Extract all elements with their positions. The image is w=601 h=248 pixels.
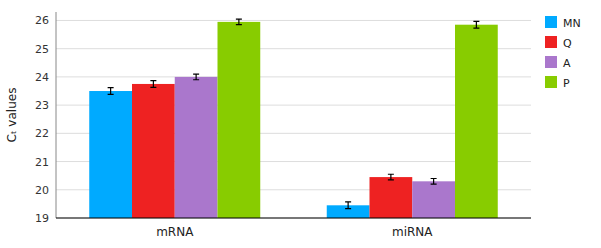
bar — [132, 84, 175, 218]
x-axis-line — [56, 217, 531, 218]
y-tick-label: 21 — [35, 156, 49, 169]
x-tick-label: miRNA — [392, 225, 433, 239]
error-bar — [431, 178, 437, 184]
grid-line — [56, 218, 531, 219]
bar — [455, 25, 498, 218]
legend-swatch — [545, 76, 557, 88]
chart: 19 20 21 22 23 24 25 26 Cₜ values mRNA miRNA MN QAP — [0, 0, 601, 248]
y-tick-label: 26 — [35, 14, 49, 27]
error-bar — [473, 21, 479, 28]
y-axis-label: Cₜ values — [5, 88, 19, 143]
x-tick-label: mRNA — [156, 225, 194, 239]
y-tick-label: 20 — [35, 184, 49, 197]
legend-label: P — [563, 77, 570, 90]
error-bar — [150, 81, 156, 88]
legend-swatch — [545, 56, 557, 68]
legend-swatch — [545, 16, 557, 28]
y-tick-label: 25 — [35, 43, 49, 56]
bar — [370, 177, 413, 218]
bar — [218, 22, 261, 218]
bar — [175, 77, 218, 218]
legend-label: MN — [563, 17, 581, 30]
error-bar — [193, 74, 199, 80]
error-bar — [108, 88, 114, 95]
y-tick-label: 19 — [35, 212, 49, 225]
error-bar — [388, 174, 394, 180]
legend-label: A — [563, 57, 571, 70]
y-axis-line — [56, 12, 57, 218]
y-tick-label: 22 — [35, 127, 49, 140]
grid-line — [56, 20, 531, 21]
y-tick-label: 23 — [35, 99, 49, 112]
error-bar — [345, 202, 351, 209]
y-tick-label: 24 — [35, 71, 49, 84]
plot-area — [89, 19, 498, 218]
legend-swatch — [545, 36, 557, 48]
bar — [89, 91, 132, 218]
error-bar — [236, 19, 242, 25]
bar — [412, 181, 455, 218]
legend-label: Q — [563, 37, 572, 50]
